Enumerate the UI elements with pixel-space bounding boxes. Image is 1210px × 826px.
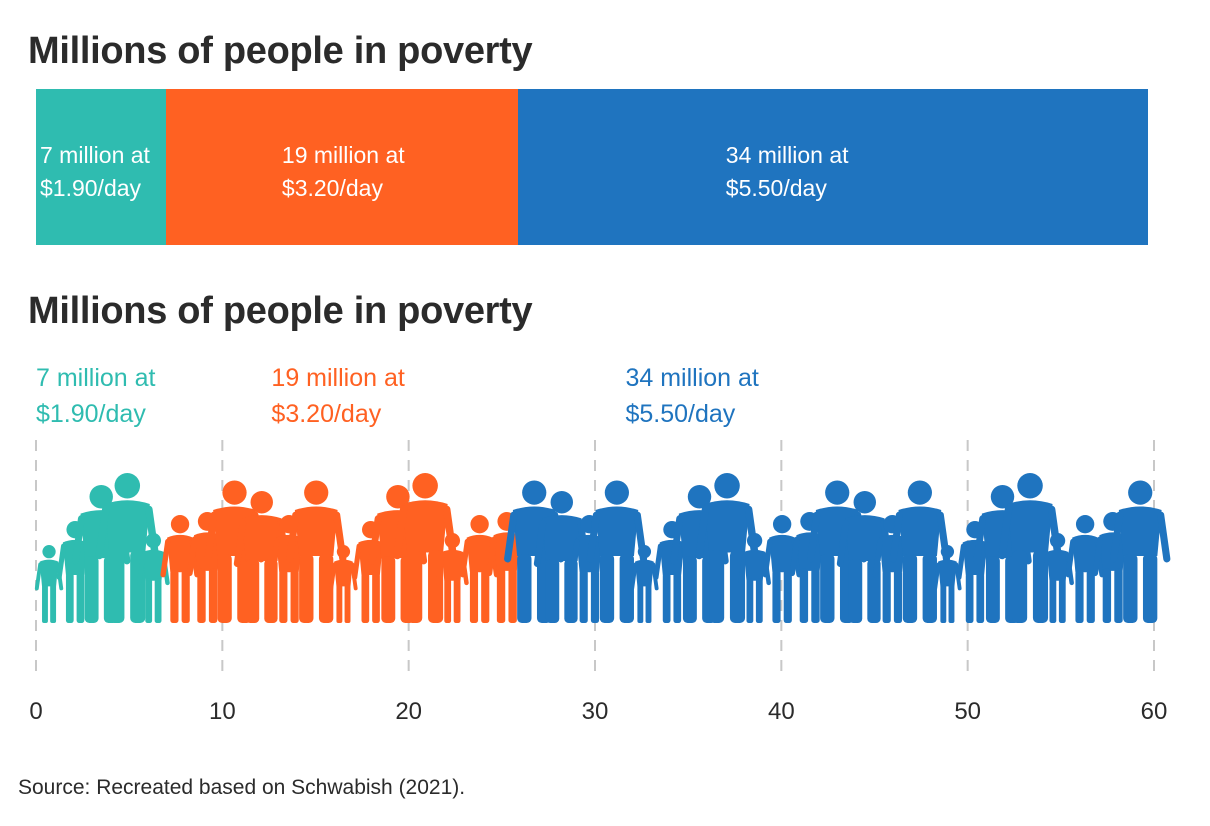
bar-label-line-1: 34 million at <box>725 142 849 168</box>
x-tick-label-60: 60 <box>1141 698 1168 725</box>
pictograph-svg: 0 10 20 30 40 50 60 <box>29 440 1171 725</box>
category-label-line-2: $1.90/day <box>36 400 146 428</box>
chart-title-top: Millions of people in poverty <box>28 30 533 72</box>
bar-label-line-1: 7 million at <box>40 142 150 168</box>
bar-label-line-2: $5.50/day <box>725 175 827 201</box>
stacked-bar-chart: 7 million at $1.90/day 19 million at $3.20/… <box>36 89 1148 245</box>
person-icon <box>34 545 64 623</box>
people-series-1 <box>34 473 170 623</box>
category-label-3: 34 million at $5.50/day <box>625 360 758 432</box>
pictograph-chart: 0 10 20 30 40 50 60 7 million at $1.90/day 19 mi… <box>0 355 1210 735</box>
category-label-line-1: 7 million at <box>36 364 156 392</box>
category-label-line-2: $5.50/day <box>625 400 736 428</box>
person-icon <box>329 545 358 623</box>
people-series-3 <box>504 473 1171 623</box>
category-label-1: 7 million at $1.90/day <box>36 360 156 432</box>
person-icon <box>933 545 962 623</box>
people-series-2 <box>160 473 528 623</box>
person-icon <box>738 533 771 623</box>
person-icon <box>1065 515 1105 623</box>
category-label-line-1: 34 million at <box>625 364 759 392</box>
bar-segment-3: 34 million at $5.50/day <box>517 89 1148 245</box>
person-icon <box>95 473 160 623</box>
chart-title-bottom: Millions of people in poverty <box>28 290 533 332</box>
person-icon <box>630 545 659 623</box>
x-tick-label-40: 40 <box>768 698 795 725</box>
x-tick-label-0: 0 <box>29 698 42 725</box>
person-icon <box>889 480 951 623</box>
category-label-line-1: 19 million at <box>271 364 405 392</box>
bar-label-line-2: $3.20/day <box>281 175 383 201</box>
person-icon <box>393 473 457 623</box>
category-label-2: 19 million at $3.20/day <box>271 360 404 432</box>
bar-label-line-1: 19 million at <box>281 142 405 168</box>
bar-segment-1: 7 million at $1.90/day <box>36 89 166 245</box>
bar-segment-2: 19 million at $3.20/day <box>165 89 518 245</box>
people-group <box>34 473 1171 623</box>
person-icon <box>1110 480 1171 623</box>
bar-segment-label-2: 19 million at $3.20/day <box>282 139 405 205</box>
bar-segment-label-1: 7 million at $1.90/day <box>40 139 150 205</box>
x-tick-label-10: 10 <box>209 698 236 725</box>
person-icon <box>436 533 469 623</box>
source-note: Source: Recreated based on Schwabish (20… <box>18 776 466 799</box>
person-icon <box>137 533 170 623</box>
person-icon <box>160 515 200 623</box>
x-tick-label-20: 20 <box>395 698 422 725</box>
category-label-line-2: $3.20/day <box>271 400 382 428</box>
person-icon <box>233 491 290 623</box>
person-icon <box>695 473 759 623</box>
person-icon <box>533 491 590 623</box>
person-icon <box>762 515 802 623</box>
bar-segment-label-3: 34 million at $5.50/day <box>726 139 849 205</box>
x-tick-label-50: 50 <box>954 698 981 725</box>
person-icon <box>459 515 500 623</box>
bar-label-line-2: $1.90/day <box>40 175 142 201</box>
x-tick-label-30: 30 <box>582 698 609 725</box>
